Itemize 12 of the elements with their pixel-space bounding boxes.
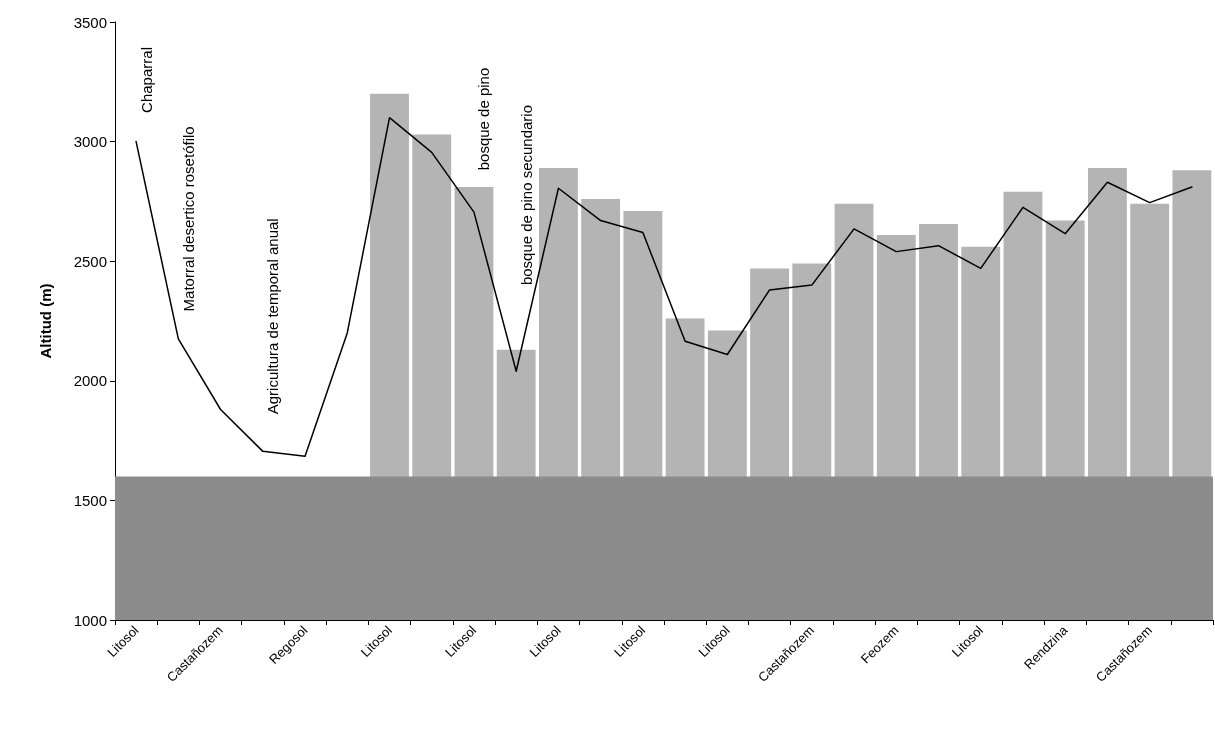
y-tick-label: 3500 [73,13,107,31]
y-tick-label: 2000 [73,372,107,390]
y-tick-label: 1000 [73,611,107,629]
y-tick-label: 3000 [73,133,107,151]
y-tick-label: 1500 [73,491,107,509]
annotation: Chaparral [137,47,155,113]
y-axis-title: Altitud (m) [37,283,54,359]
y-tick-label: 2500 [73,252,107,270]
annotation: Matorral desertico rosetófilo [179,126,197,312]
annotation: bosque de pino secundario [517,104,535,286]
annotation: bosque de pino [475,67,493,171]
annotation: Agricultura de temporal anual [264,218,282,415]
